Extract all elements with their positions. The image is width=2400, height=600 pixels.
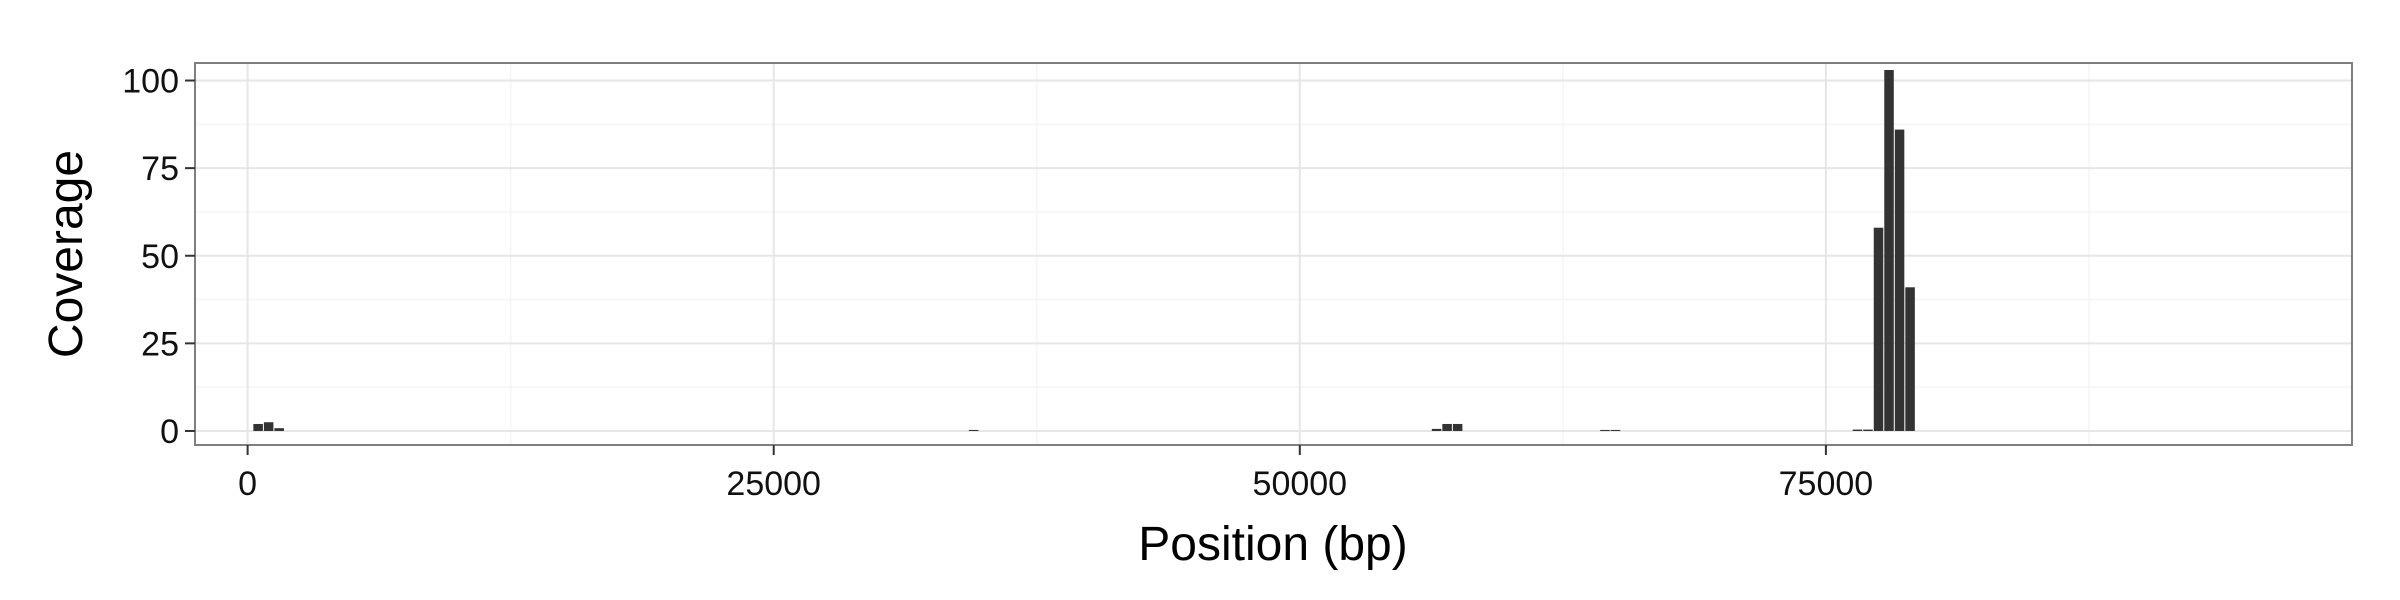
coverage-bar xyxy=(1873,227,1884,431)
minor-grid xyxy=(195,63,2352,445)
y-tick-label: 75 xyxy=(141,150,179,188)
major-grid xyxy=(195,63,2352,445)
x-tick-label: 75000 xyxy=(1779,465,1874,503)
y-tick-label: 0 xyxy=(160,413,179,451)
y-axis-title: Coverage xyxy=(40,150,93,358)
plot-border xyxy=(194,62,2353,446)
coverage-bar xyxy=(1442,423,1452,431)
coverage-bar xyxy=(1905,287,1915,431)
coverage-bar xyxy=(1431,428,1442,431)
coverage-bar xyxy=(1610,429,1621,431)
coverage-bar xyxy=(274,428,284,431)
y-tick-label: 25 xyxy=(141,325,179,363)
plot-panel xyxy=(195,63,2352,445)
coverage-bar xyxy=(1852,429,1863,431)
coverage-bars xyxy=(253,70,1915,431)
coverage-bar xyxy=(1884,70,1894,431)
coverage-bar xyxy=(968,429,979,431)
coverage-bar xyxy=(1863,429,1873,431)
coverage-bar xyxy=(1600,429,1610,431)
coverage-bar xyxy=(1894,129,1905,431)
x-tick-label: 25000 xyxy=(726,465,821,503)
coverage-bar xyxy=(263,422,274,431)
y-axis: 0 25 50 75 100 xyxy=(122,63,195,451)
y-tick-label: 50 xyxy=(141,238,179,276)
coverage-bar xyxy=(1452,423,1463,431)
y-tick-label: 100 xyxy=(122,63,179,101)
x-axis: 0 25000 50000 75000 xyxy=(238,445,1873,503)
x-tick-label: 0 xyxy=(238,465,257,503)
x-tick-label: 50000 xyxy=(1253,465,1348,503)
x-axis-title: Position (bp) xyxy=(1138,518,1407,571)
coverage-bar xyxy=(253,423,263,431)
